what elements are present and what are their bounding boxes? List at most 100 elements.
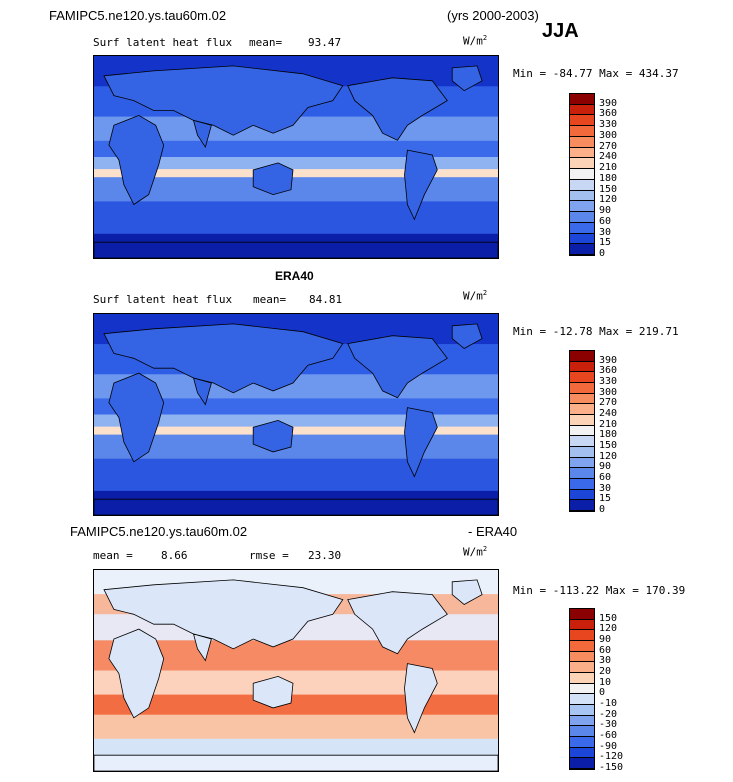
colorbar-level-label: 15 [599, 237, 612, 249]
colorbar-level-label: 270 [599, 140, 618, 152]
colorbar-swatch [570, 694, 594, 705]
colorbar-swatch [570, 457, 594, 469]
panel1-mean-value: 93.47 [308, 36, 342, 49]
panel3-units: W/m2 [463, 545, 488, 559]
colorbar-level-label: 300 [599, 129, 618, 141]
panel2-dataset: ERA40 [275, 269, 314, 283]
panel3-colorbar [569, 608, 595, 770]
panel3-rmse-label: rmse = [249, 549, 289, 562]
colorbar-swatch [570, 479, 594, 490]
colorbar-level-label: 360 [599, 365, 618, 377]
colorbar-swatch [570, 126, 594, 137]
colorbar-level-label: 270 [599, 397, 618, 409]
colorbar-level-label: 240 [599, 151, 618, 163]
colorbar-level-label: 180 [599, 429, 618, 441]
years-label: (yrs 2000-2003) [447, 8, 539, 23]
colorbar-swatch [570, 662, 594, 673]
colorbar-swatch [570, 244, 594, 255]
colorbar-swatch [570, 630, 594, 641]
panel3-mean-value: 8.66 [161, 549, 188, 562]
colorbar-level-label: 390 [599, 97, 618, 109]
panel1-variable: Surf latent heat flux [93, 36, 233, 49]
colorbar-level-label: 330 [599, 119, 618, 131]
colorbar-swatch [570, 641, 594, 652]
panel1-colorbar [569, 93, 595, 256]
panel3-minmax: Min = -113.22 Max = 170.39 [513, 584, 686, 597]
colorbar-level-label: -20 [599, 708, 618, 720]
colorbar-swatch [570, 609, 594, 620]
colorbar-swatch [570, 136, 594, 148]
colorbar-swatch [570, 726, 594, 737]
colorbar-swatch [570, 500, 594, 511]
panel1-units: W/m2 [463, 34, 488, 48]
colorbar-swatch [570, 447, 594, 458]
colorbar-swatch [570, 436, 594, 447]
colorbar-swatch [570, 425, 594, 437]
colorbar-swatch [570, 115, 594, 127]
colorbar-swatch [570, 351, 594, 362]
colorbar-level-label: 60 [599, 215, 612, 227]
panel3-mean-label: mean = [93, 549, 133, 562]
colorbar-level-label: 90 [599, 634, 612, 645]
colorbar-swatch [570, 619, 594, 631]
colorbar-level-label: 120 [599, 450, 618, 462]
colorbar-swatch [570, 212, 594, 223]
colorbar-level-label: 0 [599, 504, 606, 515]
panel3-rmse-value: 23.30 [308, 549, 342, 562]
colorbar-swatch [570, 383, 594, 394]
colorbar-swatch [570, 190, 594, 202]
colorbar-swatch [570, 673, 594, 684]
colorbar-level-label: 0 [599, 248, 606, 259]
colorbar-level-label: 0 [599, 687, 606, 699]
panel1-minmax: Min = -84.77 Max = 434.37 [513, 67, 679, 80]
panel2-colorbar [569, 350, 595, 512]
colorbar-swatch [570, 747, 594, 759]
colorbar-swatch [570, 233, 594, 245]
colorbar-level-label: 330 [599, 376, 618, 387]
colorbar-swatch [570, 158, 594, 170]
colorbar-swatch [570, 147, 594, 159]
colorbar-swatch [570, 201, 594, 213]
colorbar-level-label: 210 [599, 418, 618, 430]
colorbar-swatch [570, 372, 594, 383]
panel3-title-left: FAMIPC5.ne120.ys.tau60m.02 [70, 524, 248, 539]
panel1-map [93, 55, 499, 259]
colorbar-level-label: -120 [599, 751, 624, 763]
colorbar-level-label: 360 [599, 108, 618, 120]
map-field [94, 56, 498, 258]
colorbar-level-label: -60 [599, 730, 618, 741]
colorbar-swatch [570, 651, 594, 663]
colorbar-swatch [570, 758, 594, 769]
colorbar-level-label: 210 [599, 162, 618, 174]
panel2-units: W/m2 [463, 289, 488, 303]
colorbar-level-label: 150 [599, 440, 618, 451]
panel2-mean-label: mean= [253, 293, 287, 306]
panel3-map [93, 569, 499, 772]
colorbar-level-label: 20 [599, 666, 612, 677]
map-field [94, 314, 498, 515]
colorbar-swatch [570, 468, 594, 479]
colorbar-swatch [570, 361, 594, 373]
colorbar-level-label: 180 [599, 172, 618, 184]
colorbar-level-label: 30 [599, 655, 612, 667]
colorbar-swatch [570, 393, 594, 405]
colorbar-level-label: 60 [599, 644, 612, 656]
colorbar-level-label: 300 [599, 386, 618, 398]
colorbar-level-label: 390 [599, 354, 618, 366]
colorbar-level-label: 240 [599, 408, 618, 419]
colorbar-swatch [570, 683, 594, 695]
colorbar-swatch [570, 179, 594, 191]
colorbar-swatch [570, 705, 594, 716]
colorbar-level-label: 30 [599, 482, 612, 494]
colorbar-level-label: -10 [599, 698, 618, 709]
colorbar-swatch [570, 222, 594, 234]
panel2-map [93, 313, 499, 516]
colorbar-level-label: 150 [599, 612, 618, 624]
colorbar-level-label: -90 [599, 740, 618, 752]
colorbar-level-label: 90 [599, 461, 612, 473]
panel2-minmax: Min = -12.78 Max = 219.71 [513, 325, 679, 338]
season-label: JJA [542, 20, 579, 42]
panel3-title-right: - ERA40 [468, 524, 518, 539]
colorbar-level-label: 150 [599, 183, 618, 195]
colorbar-swatch [570, 737, 594, 748]
